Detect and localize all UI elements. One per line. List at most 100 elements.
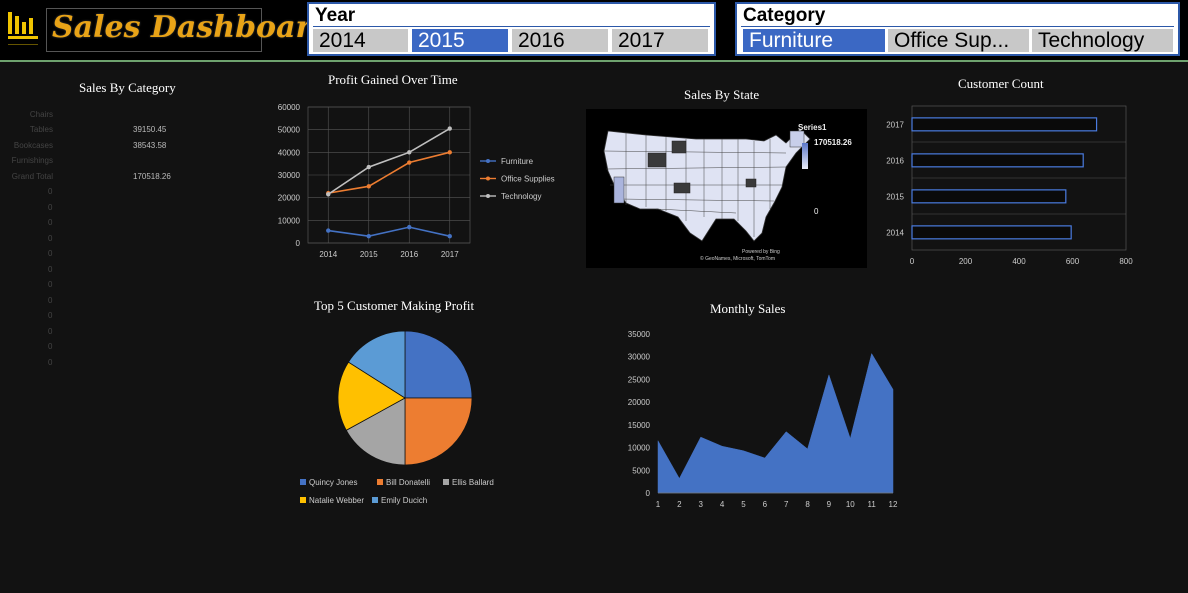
legend-marker xyxy=(486,176,490,181)
bar xyxy=(911,225,1072,240)
table-row: Chairs xyxy=(0,110,190,124)
legend-label: Natalie Webber xyxy=(309,496,364,505)
series-line xyxy=(327,127,451,195)
x-tick-label: 7 xyxy=(784,500,789,509)
y-tick-label: 0 xyxy=(296,239,301,248)
usa-map-icon xyxy=(603,128,811,242)
legend-swatch xyxy=(372,497,378,503)
y-tick-label: 20000 xyxy=(628,398,651,407)
table-row-grand-total: Grand Total 170518.26 xyxy=(0,172,190,186)
x-tick-label: 11 xyxy=(867,500,876,509)
profit-chart-title: Profit Gained Over Time xyxy=(328,72,458,87)
row-value: 170518.26 xyxy=(133,172,171,181)
map-credit-sources: © GeoNames, Microsoft, TomTom xyxy=(700,256,775,262)
x-tick-label: 1 xyxy=(656,500,661,509)
data-point xyxy=(326,228,331,233)
map-legend-max: 170518.26 xyxy=(814,138,852,147)
y-tick-label: 30000 xyxy=(278,171,301,180)
empty-value: 0 xyxy=(48,342,53,351)
legend-marker xyxy=(486,159,490,163)
title-frame xyxy=(46,8,262,52)
x-tick-label: 2017 xyxy=(441,250,459,259)
y-tick-label: 35000 xyxy=(628,330,651,339)
x-tick-label: 600 xyxy=(1066,257,1080,266)
customer-count-bar-chart: 0 200 400 600 800 2014 2015 2016 2017 xyxy=(886,105,1133,266)
category-option-office-supplies[interactable]: Office Sup... xyxy=(888,29,1029,52)
data-point xyxy=(366,234,371,239)
x-tick-label: 0 xyxy=(910,257,915,266)
sales-by-state-title: Sales By State xyxy=(684,87,760,102)
profit-line-chart: 0 10000 20000 30000 40000 50000 60000 2014 2015 2… xyxy=(278,103,555,259)
data-point xyxy=(407,160,412,165)
sales-by-category-title: Sales By Category xyxy=(79,80,176,95)
x-tick-label: 4 xyxy=(720,500,725,509)
legend-swatch xyxy=(300,497,306,503)
legend-label: Quincy Jones xyxy=(309,478,357,487)
year-slicer: Year 2014 2015 2016 2017 xyxy=(307,2,716,56)
data-point xyxy=(447,126,452,131)
year-option-2015[interactable]: 2015 xyxy=(412,29,508,52)
year-option-2014[interactable]: 2014 xyxy=(313,29,408,52)
data-point xyxy=(326,192,331,197)
header-divider xyxy=(0,60,1188,62)
sales-by-state-map[interactable]: Series1 170518.26 0 Powered by Bing © Ge… xyxy=(586,109,867,268)
row-label: Furnishings xyxy=(11,156,53,165)
empty-value: 0 xyxy=(48,327,53,336)
y-tick-label: 60000 xyxy=(278,103,301,112)
empty-value: 0 xyxy=(48,203,53,212)
year-option-2017[interactable]: 2017 xyxy=(612,29,708,52)
year-option-2016[interactable]: 2016 xyxy=(512,29,608,52)
empty-value: 0 xyxy=(48,265,53,274)
x-tick-label: 400 xyxy=(1012,257,1026,266)
monthly-sales-title: Monthly Sales xyxy=(710,301,786,316)
empty-value: 0 xyxy=(48,218,53,227)
y-tick-label: 2014 xyxy=(886,228,904,237)
bar xyxy=(911,153,1084,168)
legend-label: Technology xyxy=(501,192,541,201)
pie-slice xyxy=(404,330,473,399)
row-label: Grand Total xyxy=(11,172,53,181)
empty-value: 0 xyxy=(48,249,53,258)
legend-label: Ellis Ballard xyxy=(452,478,494,487)
x-tick-label: 3 xyxy=(699,500,704,509)
y-tick-label: 50000 xyxy=(278,126,301,135)
y-tick-label: 40000 xyxy=(278,148,301,157)
empty-value: 0 xyxy=(48,311,53,320)
pie-slice xyxy=(337,361,406,431)
row-value: 39150.45 xyxy=(133,125,167,134)
table-row: Furnishings xyxy=(0,156,190,170)
y-tick-label: 30000 xyxy=(628,353,651,362)
empty-value: 0 xyxy=(48,234,53,243)
table-row: Bookcases 38543.58 xyxy=(0,141,190,155)
category-slicer-caption: Category xyxy=(743,5,826,26)
x-tick-label: 2015 xyxy=(360,250,378,259)
category-option-technology[interactable]: Technology xyxy=(1032,29,1173,52)
category-slicer: Category Furniture Office Sup... Technol… xyxy=(735,2,1180,56)
x-tick-label: 2016 xyxy=(400,250,418,259)
x-tick-label: 8 xyxy=(805,500,810,509)
row-label: Tables xyxy=(29,125,53,134)
legend-swatch xyxy=(377,479,383,485)
x-tick-label: 9 xyxy=(827,500,832,509)
map-legend-series: Series1 xyxy=(798,123,827,132)
category-option-furniture[interactable]: Furniture xyxy=(743,29,885,52)
x-tick-label: 6 xyxy=(763,500,768,509)
year-slicer-caption: Year xyxy=(315,5,356,26)
legend-marker xyxy=(486,194,490,198)
y-tick-label: 2015 xyxy=(886,192,904,201)
y-tick-label: 10000 xyxy=(278,216,301,225)
dashboard-title: Sales Dashboard xyxy=(52,10,333,45)
bar xyxy=(911,117,1098,132)
legend-label: Office Supplies xyxy=(501,175,555,184)
pie-slice xyxy=(404,397,473,466)
data-point xyxy=(407,150,412,155)
area-series xyxy=(657,352,894,494)
bar xyxy=(911,189,1067,204)
legend-label: Bill Donatelli xyxy=(386,478,430,487)
y-tick-label: 10000 xyxy=(628,444,651,453)
row-label: Bookcases xyxy=(13,141,53,150)
legend-label: Furniture xyxy=(501,157,534,166)
x-tick-label: 800 xyxy=(1119,257,1133,266)
x-tick-label: 5 xyxy=(741,500,746,509)
